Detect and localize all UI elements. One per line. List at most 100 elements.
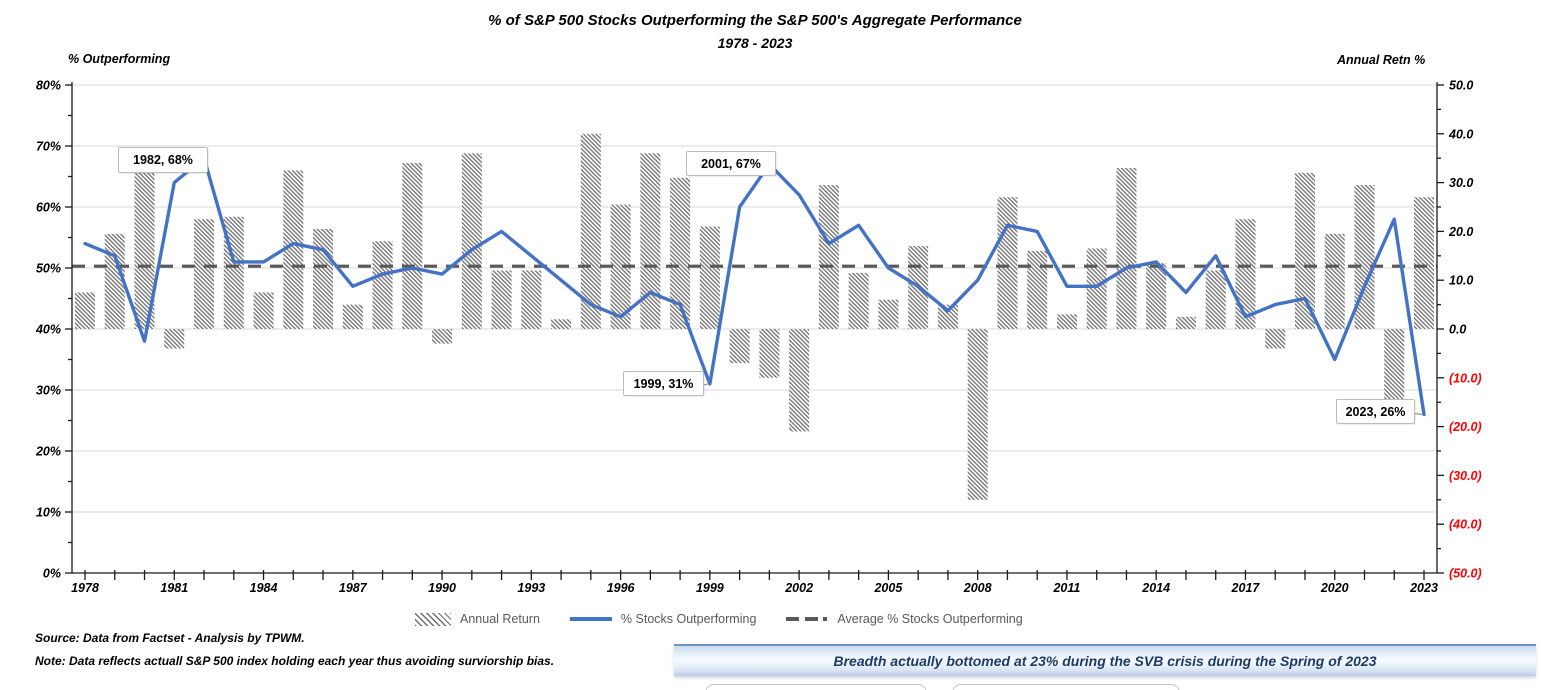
bar-1981 xyxy=(164,329,185,349)
bar-2023 xyxy=(1414,197,1434,329)
right-tick-label: 50.0 xyxy=(1449,79,1473,93)
bar-1984 xyxy=(253,292,274,329)
bar-2000 xyxy=(729,329,750,364)
clipped-box xyxy=(705,684,927,690)
year-tick-label: 1999 xyxy=(696,581,724,595)
chart-title-line2: 1978 - 2023 xyxy=(717,35,793,51)
callout-banner: Breadth actually bottomed at 23% during … xyxy=(674,644,1536,676)
bar-1995 xyxy=(580,133,601,329)
bar-1988 xyxy=(372,241,393,329)
year-tick-label: 2008 xyxy=(963,581,992,595)
bar-1979 xyxy=(104,233,125,329)
bar-1998 xyxy=(670,177,691,329)
bar-2008 xyxy=(967,329,988,500)
line-swatch-icon xyxy=(569,617,612,621)
bar-1999 xyxy=(699,226,720,329)
legend-item-annual-return: Annual Return xyxy=(415,612,540,626)
left-tick-label: 40% xyxy=(35,323,61,337)
year-tick-label: 1981 xyxy=(160,581,188,595)
hatch-swatch-icon xyxy=(415,612,451,626)
left-tick-label: 50% xyxy=(36,262,61,276)
year-tick-label: 1993 xyxy=(517,581,545,595)
right-tick-label: (40.0) xyxy=(1449,518,1482,532)
pct-outperforming-line xyxy=(83,156,1426,417)
bar-2009 xyxy=(997,197,1018,329)
right-axis-title: Annual Retn % xyxy=(1337,53,1426,67)
bar-2017 xyxy=(1235,219,1256,329)
legend-item-average: Average % Stocks Outperforming xyxy=(786,612,1023,626)
right-tick-label: (50.0) xyxy=(1449,567,1482,581)
annotation-callout-2001: 2001, 67% xyxy=(686,151,776,176)
bar-1978 xyxy=(75,292,95,329)
right-tick-label: (20.0) xyxy=(1449,420,1482,434)
left-tick-label: 10% xyxy=(36,506,61,520)
right-tick-label: (30.0) xyxy=(1449,469,1482,483)
year-tick-label: 2023 xyxy=(1409,581,1438,595)
bar-1997 xyxy=(640,153,661,329)
bar-2007 xyxy=(937,304,958,329)
bar-2022 xyxy=(1384,329,1405,417)
bar-1986 xyxy=(313,228,334,329)
left-axis-title: % Outperforming xyxy=(68,52,171,66)
bar-2011 xyxy=(1056,314,1077,329)
year-tick-label: 2017 xyxy=(1231,581,1261,595)
year-tick-label: 2011 xyxy=(1052,581,1080,595)
right-tick-label: 30.0 xyxy=(1449,176,1473,190)
bar-2020 xyxy=(1324,233,1345,329)
year-tick-label: 2020 xyxy=(1320,581,1349,595)
bar-2019 xyxy=(1294,172,1315,329)
bar-1991 xyxy=(461,153,482,329)
legend-item-pct-outperforming: % Stocks Outperforming xyxy=(569,612,757,626)
right-tick-label: 40.0 xyxy=(1448,127,1473,141)
year-tick-label: 1978 xyxy=(71,581,99,595)
source-note: Source: Data from Factset - Analysis by … xyxy=(35,631,305,645)
left-tick-label: 70% xyxy=(36,140,61,154)
bar-1989 xyxy=(402,163,423,329)
bar-2001 xyxy=(759,329,780,378)
bar-1980 xyxy=(134,167,155,329)
left-tick-label: 0% xyxy=(43,567,61,581)
right-tick-label: 20.0 xyxy=(1448,225,1473,239)
bar-2016 xyxy=(1205,270,1226,329)
bar-2012 xyxy=(1086,248,1107,329)
annotation-callout-1999: 1999, 31% xyxy=(623,371,704,396)
legend-label: Average % Stocks Outperforming xyxy=(837,612,1023,626)
bar-1982 xyxy=(194,219,215,329)
callout-banner-text: Breadth actually bottomed at 23% during … xyxy=(833,653,1377,669)
bar-2002 xyxy=(789,329,810,432)
chart-title: % of S&P 500 Stocks Outperforming the S&… xyxy=(0,12,1510,51)
year-tick-label: 1990 xyxy=(428,581,456,595)
year-tick-label: 1984 xyxy=(250,581,278,595)
bar-1994 xyxy=(551,319,572,329)
annual-return-bars xyxy=(75,133,1434,500)
bar-2021 xyxy=(1354,185,1375,329)
bar-2005 xyxy=(878,299,899,329)
right-tick-label: (10.0) xyxy=(1449,371,1482,385)
year-tick-label: 2005 xyxy=(873,581,903,595)
bar-1985 xyxy=(283,170,304,329)
dash-swatch-icon xyxy=(786,617,829,621)
bar-1990 xyxy=(432,329,453,344)
left-tick-label: 80% xyxy=(36,79,61,93)
legend-label: % Stocks Outperforming xyxy=(620,612,757,626)
bar-1992 xyxy=(491,270,512,329)
left-tick-label: 30% xyxy=(36,384,61,398)
left-tick-label: 20% xyxy=(35,445,61,459)
annotation-callout-1982: 1982, 68% xyxy=(118,147,208,173)
bar-1993 xyxy=(521,270,542,329)
year-tick-label: 1996 xyxy=(607,581,636,595)
pct-line xyxy=(83,156,1426,417)
chart-legend: Annual Return % Stocks Outperforming Ave… xyxy=(415,612,1023,626)
legend-label: Annual Return xyxy=(460,612,540,626)
bar-2013 xyxy=(1116,167,1137,329)
bar-2015 xyxy=(1175,316,1196,329)
chart-title-line1: % of S&P 500 Stocks Outperforming the S&… xyxy=(488,12,1022,29)
bar-2018 xyxy=(1265,329,1286,349)
right-tick-label: 0.0 xyxy=(1449,323,1466,337)
year-tick-label: 2002 xyxy=(784,581,813,595)
right-tick-label: 10.0 xyxy=(1449,274,1473,288)
clipped-box xyxy=(952,684,1180,690)
bar-2014 xyxy=(1146,263,1167,329)
